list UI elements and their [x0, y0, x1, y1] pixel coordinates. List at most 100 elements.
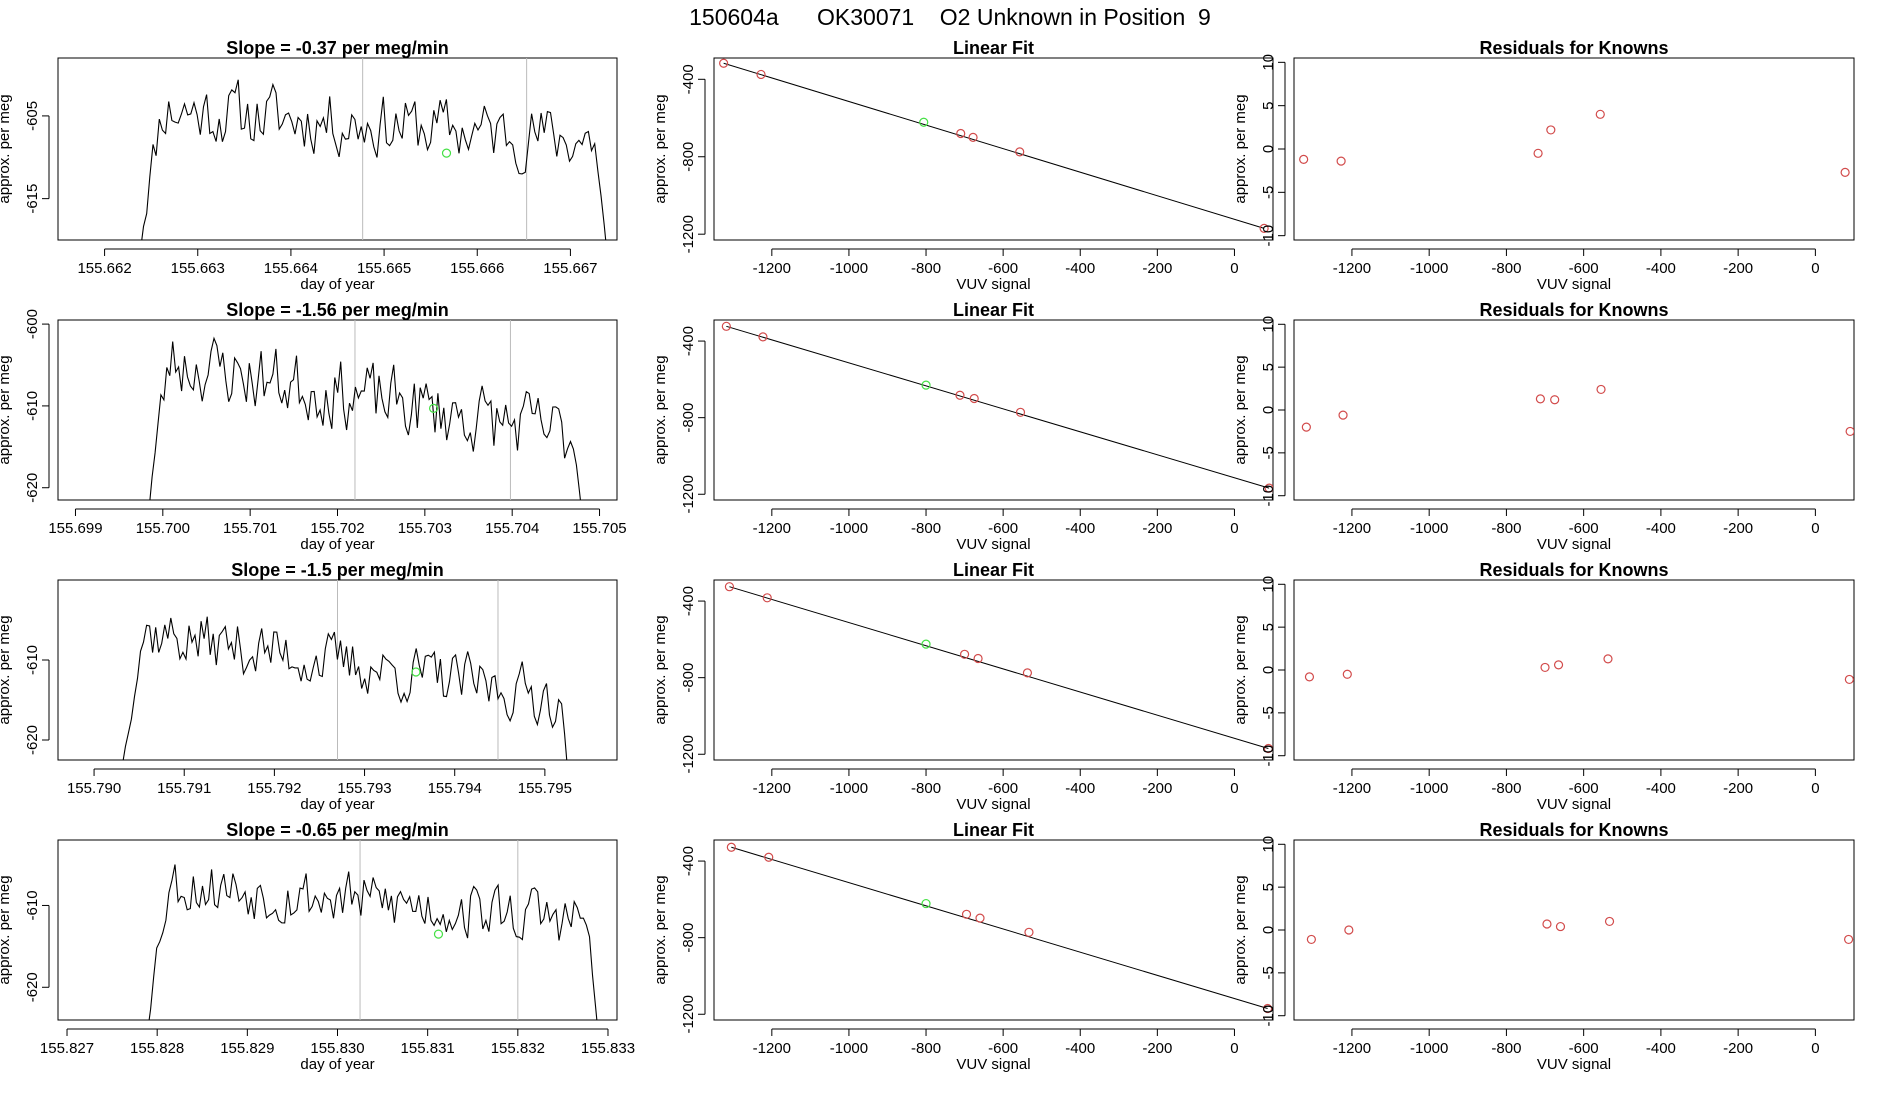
page-title: 150604a OK30071 O2 Unknown in Position 9	[0, 4, 1900, 31]
x-tick-label: 155.664	[264, 260, 318, 277]
x-tick-label: 0	[1230, 780, 1238, 797]
known-point	[719, 58, 729, 68]
data-marks	[1306, 916, 1854, 945]
x-axis-label: VUV signal	[956, 1056, 1030, 1073]
x-tick-label: -400	[1065, 520, 1095, 537]
x-tick-label: 155.795	[518, 780, 572, 797]
y-tick-label: -610	[24, 890, 41, 920]
y-tick-label: -1200	[680, 995, 697, 1033]
panel-4-3: Residuals for Knowns-1200 -1000 -800 -600 -4…	[1232, 820, 1855, 1073]
unknown-point	[441, 148, 452, 158]
known-point	[1342, 669, 1352, 679]
x-axis-label: VUV signal	[956, 276, 1030, 293]
fit-line	[729, 586, 1269, 749]
y-tick-label: -620	[24, 725, 41, 755]
known-point	[758, 332, 768, 342]
x-tick-label: 155.704	[485, 520, 539, 537]
x-tick-label: -600	[988, 780, 1018, 797]
unknown-point	[921, 380, 931, 390]
plot-title: Linear Fit	[953, 560, 1034, 580]
known-point	[1840, 167, 1850, 177]
known-point	[1540, 662, 1550, 673]
known-point	[975, 913, 985, 923]
x-tick-label: 155.832	[491, 1040, 545, 1057]
plot-frame	[1293, 57, 1855, 241]
known-point	[1595, 109, 1605, 119]
known-point	[1844, 674, 1854, 685]
panel-1-3: Residuals for Knowns-1200 -1000 -800 -600 -4…	[1232, 38, 1855, 293]
y-axis-label: approx. per meg	[652, 615, 669, 724]
x-tick-label: 0	[1811, 780, 1819, 797]
x-tick-label: -1200	[1333, 520, 1371, 537]
y-axis-label: approx. per meg	[0, 355, 13, 464]
x-tick-label: 155.702	[310, 520, 364, 537]
title-tank: OK30071	[817, 4, 915, 30]
x-tick-label: 155.794	[428, 780, 482, 797]
y-tick-label: 0	[1260, 926, 1277, 934]
series-line	[141, 79, 607, 240]
y-tick-label: 0	[1260, 666, 1277, 674]
x-axis-label: day of year	[300, 796, 374, 813]
plot-title: Slope = -0.37 per meg/min	[226, 38, 449, 58]
y-tick-label: -400	[680, 64, 697, 94]
unknown-point	[921, 898, 931, 909]
y-tick-label: -615	[24, 184, 41, 214]
x-tick-label: 0	[1811, 520, 1819, 537]
known-point	[968, 132, 978, 142]
known-point	[969, 393, 979, 404]
unknown-point	[921, 639, 931, 649]
fit-line	[723, 62, 1265, 229]
x-tick-label: -1200	[753, 780, 791, 797]
x-tick-label: -800	[1491, 1040, 1521, 1057]
y-tick-label: -400	[680, 846, 697, 876]
y-tick-label: 5	[1260, 363, 1277, 371]
x-tick-label: 0	[1811, 1040, 1819, 1057]
known-point	[756, 69, 766, 80]
plot-frame	[713, 839, 1274, 1021]
panel-3-3: Residuals for Knowns-1200 -1000 -800 -600 -4…	[1232, 560, 1855, 813]
series-line	[122, 616, 568, 760]
x-tick-label: -800	[1491, 780, 1521, 797]
x-tick-label: -1200	[753, 520, 791, 537]
known-point	[1542, 919, 1552, 929]
y-tick-label: 10	[1260, 836, 1277, 853]
x-tick-label: 155.666	[450, 260, 504, 277]
panel-3-2: Linear Fit -1200 -1000 -800 -600 -400 -200 0 VUV…	[652, 560, 1274, 813]
x-tick-label: -1000	[830, 780, 868, 797]
y-tick-label: -10	[1260, 1005, 1277, 1027]
panel-3-1: Slope = -1.5 per meg/min 155.790 155.791 15…	[0, 560, 618, 813]
known-point	[961, 909, 972, 919]
panel-4-2: Linear Fit -1200 -1000 -800 -600 -400 -200 0 VUV…	[652, 820, 1274, 1073]
x-tick-label: 155.665	[357, 260, 411, 277]
y-tick-label: -1200	[680, 735, 697, 773]
y-tick-label: -800	[680, 142, 697, 172]
plot-title: Slope = -0.65 per meg/min	[226, 820, 449, 840]
data-marks	[1304, 654, 1854, 685]
x-tick-label: -400	[1065, 260, 1095, 277]
x-tick-label: -200	[1142, 780, 1172, 797]
y-axis-label: approx. per meg	[1232, 615, 1249, 724]
plot-frame	[713, 319, 1274, 501]
y-tick-label: -400	[680, 586, 697, 616]
x-tick-label: 155.791	[157, 780, 211, 797]
title-desc: O2 Unknown in Position 9	[939, 4, 1211, 30]
y-tick-label: -600	[24, 309, 41, 339]
known-point	[1263, 743, 1273, 754]
x-tick-label: -200	[1723, 520, 1753, 537]
x-axis-label: VUV signal	[1537, 536, 1611, 553]
known-point	[1015, 407, 1026, 417]
x-tick-label: -1000	[1410, 780, 1448, 797]
known-point	[1533, 148, 1543, 158]
known-point	[1338, 410, 1348, 420]
y-tick-label: 10	[1260, 316, 1277, 333]
data-marks	[1301, 384, 1854, 437]
panel-2-3: Residuals for Knowns-1200 -1000 -800 -600 -4…	[1232, 300, 1855, 553]
x-axis-label: day of year	[300, 536, 374, 553]
y-tick-label: 10	[1260, 576, 1277, 593]
x-tick-label: -600	[988, 520, 1018, 537]
x-tick-label: 0	[1811, 260, 1819, 277]
y-tick-label: -400	[680, 326, 697, 356]
y-tick-label: -620	[24, 473, 41, 503]
x-axis-label: day of year	[300, 276, 374, 293]
